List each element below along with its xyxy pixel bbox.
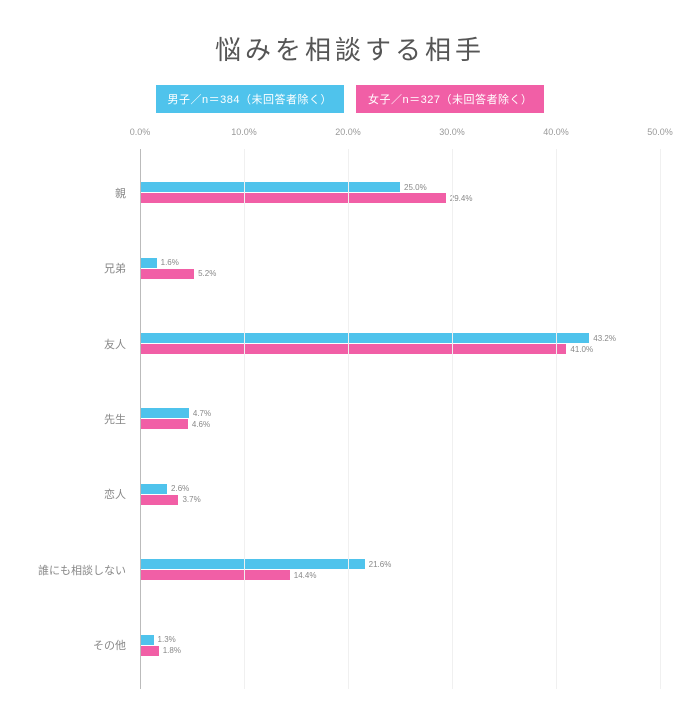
grid-line xyxy=(348,149,349,689)
bar-row-female: 41.0% xyxy=(140,344,660,354)
value-label: 4.7% xyxy=(193,409,211,418)
bar-row-male: 4.7% xyxy=(140,408,660,418)
bar-row-male: 1.6% xyxy=(140,258,660,268)
bar-female xyxy=(140,419,188,429)
bar-male xyxy=(140,408,189,418)
value-label: 29.4% xyxy=(450,194,473,203)
value-label: 43.2% xyxy=(593,334,616,343)
bar-male xyxy=(140,182,400,192)
x-axis-tick-label: 10.0% xyxy=(231,127,257,137)
x-axis-tick-label: 40.0% xyxy=(543,127,569,137)
chart-title: 悩みを相談する相手 xyxy=(30,30,670,67)
bar-female xyxy=(140,495,178,505)
bar-female xyxy=(140,570,290,580)
x-axis-tick-label: 50.0% xyxy=(647,127,673,137)
bar-male xyxy=(140,258,157,268)
bar-row-male: 25.0% xyxy=(140,182,660,192)
bar-row-female: 3.7% xyxy=(140,495,660,505)
grid-line xyxy=(556,149,557,689)
grid-line xyxy=(244,149,245,689)
bar-row-female: 5.2% xyxy=(140,269,660,279)
bar-male xyxy=(140,635,154,645)
value-label: 21.6% xyxy=(369,560,392,569)
bar-row-female: 29.4% xyxy=(140,193,660,203)
bar-groups: 親25.0%29.4%兄弟1.6%5.2%友人43.2%41.0%先生4.7%4… xyxy=(140,149,660,689)
grid-line xyxy=(140,149,141,689)
bar-row-male: 43.2% xyxy=(140,333,660,343)
value-label: 41.0% xyxy=(570,345,593,354)
bar-row-female: 1.8% xyxy=(140,646,660,656)
value-label: 5.2% xyxy=(198,269,216,278)
x-axis-tick-label: 30.0% xyxy=(439,127,465,137)
bar-female xyxy=(140,193,446,203)
category-label: 兄弟 xyxy=(104,260,126,276)
legend-item-male: 男子／n＝384（未回答者除く） xyxy=(156,85,344,113)
bar-row-male: 2.6% xyxy=(140,484,660,494)
grid-line xyxy=(452,149,453,689)
bar-male xyxy=(140,559,365,569)
value-label: 25.0% xyxy=(404,183,427,192)
bar-group: 誰にも相談しない21.6%14.4% xyxy=(140,558,660,581)
category-label: 誰にも相談しない xyxy=(38,562,126,578)
bar-female xyxy=(140,269,194,279)
bar-female xyxy=(140,344,566,354)
bar-group: 友人43.2%41.0% xyxy=(140,332,660,355)
x-axis-tick-label: 0.0% xyxy=(130,127,151,137)
bar-row-female: 14.4% xyxy=(140,570,660,580)
plot-area: 0.0%10.0%20.0%30.0%40.0%50.0% 親25.0%29.4… xyxy=(140,127,660,682)
chart-container: 悩みを相談する相手 男子／n＝384（未回答者除く） 女子／n＝327（未回答者… xyxy=(0,0,700,711)
bar-group: 恋人2.6%3.7% xyxy=(140,483,660,506)
legend-item-female: 女子／n＝327（未回答者除く） xyxy=(356,85,544,113)
value-label: 14.4% xyxy=(294,571,317,580)
value-label: 1.3% xyxy=(158,635,176,644)
category-label: 親 xyxy=(115,185,126,201)
bar-row-male: 21.6% xyxy=(140,559,660,569)
x-axis-tick-label: 20.0% xyxy=(335,127,361,137)
value-label: 1.6% xyxy=(161,258,179,267)
bar-male xyxy=(140,333,589,343)
bar-group: 兄弟1.6%5.2% xyxy=(140,257,660,280)
bar-row-female: 4.6% xyxy=(140,419,660,429)
bar-group: 先生4.7%4.6% xyxy=(140,407,660,430)
plot-body: 親25.0%29.4%兄弟1.6%5.2%友人43.2%41.0%先生4.7%4… xyxy=(140,149,660,689)
bar-female xyxy=(140,646,159,656)
bar-group: その他1.3%1.8% xyxy=(140,634,660,657)
x-axis: 0.0%10.0%20.0%30.0%40.0%50.0% xyxy=(140,127,660,143)
value-label: 4.6% xyxy=(192,420,210,429)
bar-row-male: 1.3% xyxy=(140,635,660,645)
value-label: 1.8% xyxy=(163,646,181,655)
bar-male xyxy=(140,484,167,494)
grid-line xyxy=(660,149,661,689)
category-label: 友人 xyxy=(104,336,126,352)
category-label: その他 xyxy=(93,637,126,653)
value-label: 3.7% xyxy=(182,495,200,504)
bar-group: 親25.0%29.4% xyxy=(140,181,660,204)
value-label: 2.6% xyxy=(171,484,189,493)
legend: 男子／n＝384（未回答者除く） 女子／n＝327（未回答者除く） xyxy=(30,85,670,113)
category-label: 先生 xyxy=(104,411,126,427)
category-label: 恋人 xyxy=(104,486,126,502)
